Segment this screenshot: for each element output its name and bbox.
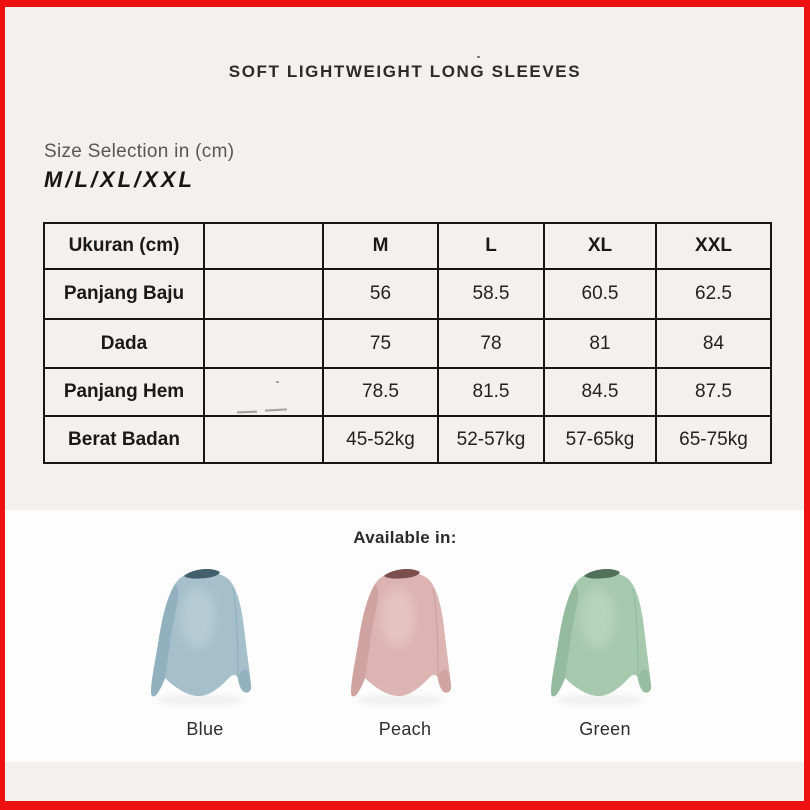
shirt-color-label: Green [579, 719, 631, 739]
cell-value: 75 [322, 318, 439, 369]
cell-value: 84 [655, 318, 772, 369]
table-row-panjang-hem: Panjang Hem 78.5 81.5 84.5 87.5 [43, 367, 772, 417]
cell-value: 56 [322, 268, 439, 320]
shirt-color-label: Blue [186, 719, 224, 739]
cell-value: 45-52kg [322, 415, 439, 464]
cell-value: 62.5 [655, 268, 772, 320]
photo-artifact-speck [477, 56, 480, 58]
cell-value [203, 415, 324, 464]
cell-value: 60.5 [543, 268, 657, 320]
peach-shirt-image [351, 569, 452, 705]
size-table-header-row: Ukuran (cm) M L XL XXL [43, 222, 772, 270]
cell-value: 81 [543, 318, 657, 369]
cell-value: 57-65kg [543, 415, 657, 464]
cell-value: 52-57kg [437, 415, 545, 464]
blue-shirt-image [151, 569, 252, 705]
header-cell-l: L [437, 222, 545, 270]
cell-value: 78.5 [322, 367, 439, 417]
cell-value: 81.5 [437, 367, 545, 417]
cell-value [203, 268, 324, 320]
table-row-panjang-baju: Panjang Baju 56 58.5 60.5 62.5 [43, 268, 772, 320]
row-label: Dada [43, 318, 205, 369]
cell-value [203, 367, 324, 417]
cell-value: 78 [437, 318, 545, 369]
size-options-line: M/L/XL/XXL [44, 167, 195, 192]
availability-panel: Available in: Blue [0, 510, 810, 762]
header-cell-empty [203, 222, 324, 270]
header-cell-m: M [322, 222, 439, 270]
watermark-artifact-dot [276, 381, 279, 383]
row-label: Panjang Hem [43, 367, 205, 417]
header-cell-xl: XL [543, 222, 657, 270]
header-cell-ukuran: Ukuran (cm) [43, 222, 205, 270]
cell-value: 58.5 [437, 268, 545, 320]
shirt-card-peach: Peach [305, 560, 505, 740]
size-table: Ukuran (cm) M L XL XXL Panjang Baju 56 5… [43, 222, 772, 464]
table-row-dada: Dada 75 78 81 84 [43, 318, 772, 369]
page-title: SOFT LIGHTWEIGHT LONG SLEEVES [228, 62, 582, 81]
cell-value [203, 318, 324, 369]
row-label: Panjang Baju [43, 268, 205, 320]
row-label: Berat Badan [43, 415, 205, 464]
shirt-card-blue: Blue [105, 560, 305, 740]
size-selection-label: Size Selection in (cm) [44, 141, 235, 162]
shirt-card-green: Green [505, 560, 705, 740]
cell-value: 65-75kg [655, 415, 772, 464]
green-shirt-image [551, 569, 652, 705]
size-note: Size Selection in (cm) M/L/XL/XXL [44, 141, 234, 193]
cell-value: 84.5 [543, 367, 657, 417]
shirt-color-label: Peach [378, 719, 432, 739]
availability-heading: Available in: [353, 528, 457, 547]
cell-value: 87.5 [655, 367, 772, 417]
table-row-berat-badan: Berat Badan 45-52kg 52-57kg 57-65kg 65-7… [43, 415, 772, 464]
shirts-row: Blue Peach [0, 560, 810, 740]
header-cell-xxl: XXL [655, 222, 772, 270]
